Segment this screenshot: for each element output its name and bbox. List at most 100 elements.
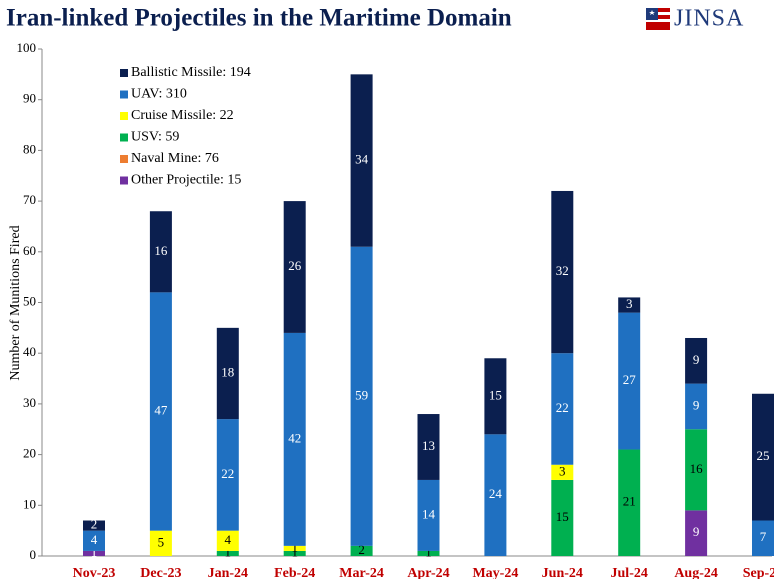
bar-segment	[350, 74, 373, 247]
data-label: 32	[556, 263, 569, 278]
legend-label: Ballistic Missile: 194	[131, 65, 251, 80]
bar-segment	[685, 337, 708, 384]
bar-segment	[216, 419, 239, 531]
data-label: 9	[693, 524, 700, 539]
x-tick-label: Jan-24	[208, 566, 248, 579]
bar-segment	[685, 429, 708, 511]
bar-segment	[216, 550, 239, 556]
data-label: 47	[154, 402, 168, 417]
data-label: 7	[760, 529, 767, 544]
bar-segment	[551, 190, 574, 354]
data-label: 59	[355, 387, 368, 402]
y-tick-label: 60	[23, 243, 36, 258]
legend-swatch	[120, 90, 128, 99]
data-label: 3	[626, 296, 633, 311]
y-tick-label: 30	[23, 395, 36, 410]
y-tick-label: 50	[23, 293, 36, 308]
data-label: 27	[623, 372, 637, 387]
y-tick-label: 70	[23, 192, 36, 207]
bar-segment	[752, 520, 774, 556]
bar-segment	[484, 358, 507, 435]
data-label: 4	[225, 532, 232, 547]
y-tick-label: 20	[23, 446, 36, 461]
legend-label: Other Projectile: 15	[131, 173, 241, 188]
bar-segment	[551, 353, 574, 465]
bar-segment	[618, 297, 641, 313]
bar-segment	[484, 434, 507, 556]
data-label: 3	[559, 463, 566, 478]
legend-swatch	[120, 133, 128, 142]
data-label: 4	[91, 532, 98, 547]
bar-segment	[283, 545, 306, 551]
data-label: 1	[291, 544, 298, 559]
bar-segment	[283, 550, 306, 556]
data-label: 1	[225, 544, 232, 559]
bar-segment	[685, 383, 708, 430]
y-tick-label: 10	[23, 496, 36, 511]
legend-swatch	[120, 69, 128, 77]
legend-label: Naval Mine: 76	[131, 151, 219, 166]
bar-segment	[417, 479, 440, 551]
legend-swatch	[120, 112, 128, 120]
data-label: 18	[221, 364, 234, 379]
data-label: 15	[489, 387, 502, 402]
bar-segment	[149, 211, 172, 293]
bar-segment	[752, 393, 774, 521]
data-label: 15	[556, 509, 569, 524]
x-tick-label: Feb-24	[274, 566, 315, 579]
data-label: 1	[91, 544, 98, 559]
y-tick-label: 80	[23, 141, 36, 156]
x-tick-label: Mar-24	[339, 566, 384, 579]
data-label: 9	[693, 352, 700, 367]
bar-segment	[685, 510, 708, 556]
data-label: 13	[422, 438, 435, 453]
data-label: 5	[158, 534, 165, 549]
bar-segment	[283, 332, 306, 546]
data-label: 9	[693, 397, 700, 412]
data-label: 16	[690, 461, 704, 476]
bar-segment	[618, 449, 641, 556]
data-label: 34	[355, 152, 369, 167]
bar-segment	[149, 530, 172, 556]
x-tick-label: Jun-24	[542, 566, 583, 579]
data-label: 2	[91, 517, 98, 532]
legend-label: UAV: 310	[131, 87, 187, 102]
bar-segment	[417, 414, 440, 480]
bar-segment	[149, 292, 172, 531]
data-label: 22	[556, 400, 569, 415]
bar-segment	[350, 545, 373, 556]
x-tick-label: Nov-23	[73, 566, 116, 579]
y-tick-label: 40	[23, 344, 36, 359]
x-tick-label: Jul-24	[611, 566, 648, 579]
data-label: 2	[358, 542, 365, 557]
x-tick-label: Aug-24	[674, 566, 718, 579]
chart-title: Iran-linked Projectiles in the Maritime …	[6, 5, 512, 32]
y-axis-title: Number of Munitions Fired	[8, 225, 23, 380]
bar-segment	[83, 530, 105, 551]
bar-segment	[83, 520, 105, 531]
bar-segment	[216, 327, 239, 420]
y-tick-label: 90	[23, 91, 36, 106]
bar-segment	[417, 550, 440, 556]
data-label: 21	[623, 494, 636, 509]
bar-segment	[350, 246, 373, 546]
x-tick-label: Sep-24	[743, 566, 774, 579]
logo-text: JINSA	[674, 6, 744, 32]
data-label: 26	[288, 258, 302, 273]
data-label: 25	[757, 448, 770, 463]
bar-segment	[618, 312, 641, 450]
legend-label: USV: 59	[131, 130, 179, 145]
bar-segment	[551, 479, 574, 556]
y-tick-label: 100	[17, 40, 37, 55]
data-label: 1	[425, 544, 432, 559]
data-label: 24	[489, 486, 503, 501]
x-tick-label: Dec-23	[140, 566, 181, 579]
data-label: 14	[422, 506, 436, 521]
data-label: 42	[288, 430, 301, 445]
bar-segment	[216, 530, 239, 551]
x-tick-label: May-24	[472, 566, 518, 579]
data-label: 1	[291, 539, 298, 554]
data-label: 16	[154, 243, 168, 258]
bar-segment	[83, 550, 105, 556]
